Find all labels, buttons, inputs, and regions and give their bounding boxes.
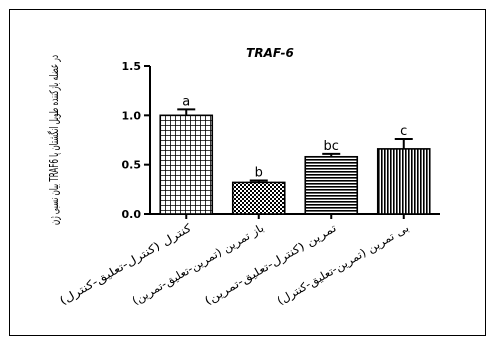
bar xyxy=(159,114,214,215)
bar xyxy=(376,148,431,215)
bar xyxy=(231,181,286,215)
x-tick-label: بی تمرین (تمرین-تعلیق-کنترل) xyxy=(275,221,412,308)
significance-label: c xyxy=(400,124,407,139)
significance-label: a xyxy=(182,94,190,109)
x-tick-label: باز تمرین (تمرین-تعلیق-تمرین) xyxy=(130,221,267,308)
bar xyxy=(304,155,359,215)
significance-label: b xyxy=(255,165,263,180)
y-tick-label: 0.0 xyxy=(122,208,142,221)
bars xyxy=(159,108,431,215)
x-tick-label: کنترل (کنترل-تعلیق-کنترل) xyxy=(57,221,195,309)
figure-border xyxy=(9,9,486,336)
y-tick-label: 0.5 xyxy=(122,159,142,172)
y-tick-label: 1.0 xyxy=(122,109,142,122)
y-axis-label: بیان نسبی ژن TRAF6 در عضله بازکننده طویل… xyxy=(47,55,62,225)
significance-label: bc xyxy=(324,139,339,154)
chart-title: TRAF-6 xyxy=(246,46,294,60)
y-tick-label: 1.5 xyxy=(122,60,142,73)
x-tick-label: تمرین (کنترل-تعلیق-تمرین) xyxy=(202,221,339,308)
